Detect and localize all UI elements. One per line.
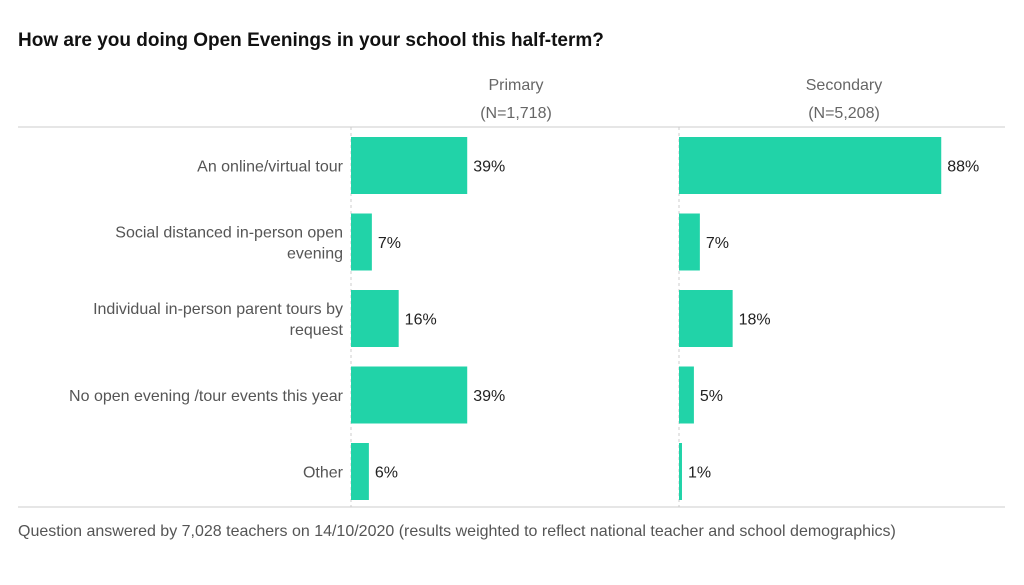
chart-title: How are you doing Open Evenings in your …	[18, 30, 604, 51]
category-label: request	[290, 322, 344, 339]
series-subtitle: (N=1,718)	[480, 105, 552, 122]
bar	[679, 366, 694, 424]
data-label: 7%	[706, 235, 729, 252]
category-label: No open evening /tour events this year	[69, 388, 344, 405]
data-label: 1%	[688, 465, 711, 482]
category-label: Social distanced in-person open	[115, 225, 343, 242]
data-label: 39%	[473, 159, 505, 176]
category-label: An online/virtual tour	[197, 159, 344, 176]
data-label: 7%	[378, 235, 401, 252]
data-label: 88%	[947, 159, 979, 176]
bar	[351, 366, 468, 424]
bar	[351, 443, 369, 500]
series-header: Secondary	[806, 77, 883, 94]
category-label: evening	[287, 246, 343, 263]
bar	[679, 290, 733, 347]
bar	[679, 213, 700, 271]
data-label: 5%	[700, 388, 723, 405]
category-label: Individual in-person parent tours by	[93, 301, 343, 318]
bar	[679, 443, 682, 500]
bar	[351, 213, 372, 271]
data-label: 6%	[375, 465, 398, 482]
data-label: 39%	[473, 388, 505, 405]
data-label: 18%	[739, 312, 771, 329]
data-label: 16%	[405, 312, 437, 329]
series-header: Primary	[488, 77, 543, 94]
bar	[351, 290, 399, 347]
bar	[679, 137, 942, 194]
series-subtitle: (N=5,208)	[808, 105, 880, 122]
footnote: Question answered by 7,028 teachers on 1…	[18, 523, 896, 540]
bar	[351, 137, 468, 194]
category-label: Other	[303, 465, 344, 482]
